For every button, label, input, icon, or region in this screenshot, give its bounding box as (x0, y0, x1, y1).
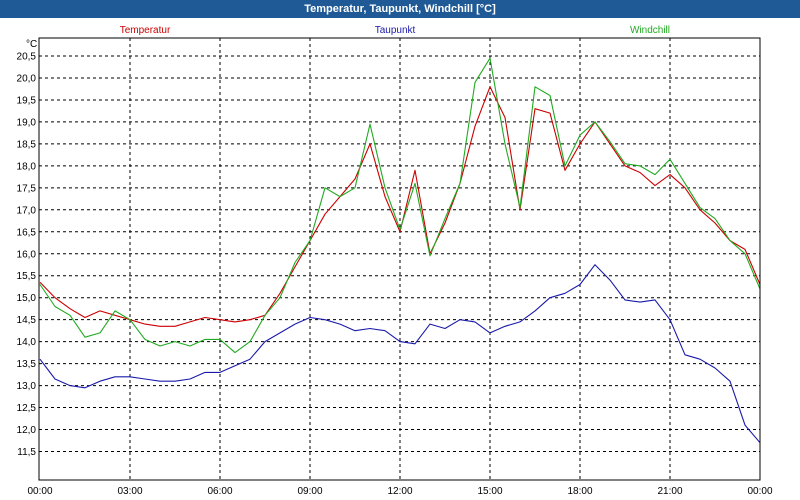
y-tick-label: 11,5 (17, 447, 36, 458)
x-tick-time: 21:00 (657, 486, 682, 497)
x-tick-time: 03:00 (117, 486, 142, 497)
x-tick-time: 09:00 (297, 486, 322, 497)
series-line-temperatur (39, 86, 761, 327)
y-tick-label: 15,0 (17, 293, 37, 304)
x-tick-time: 06:00 (207, 486, 232, 497)
y-tick-label: 16,0 (17, 249, 37, 260)
y-tick-label: 20,0 (17, 73, 37, 84)
y-tick-label: 19,0 (17, 117, 37, 128)
plot-frame (38, 37, 761, 481)
y-axis-ticks: 11,5 12,0 12,5 13,0 13,5 14,0 14,5 15,0 15,5 16,0… (17, 52, 37, 459)
x-tick-time: 18:00 (567, 486, 592, 497)
y-tick-label: 14,0 (17, 337, 37, 348)
legend: Temperatur Taupunkt Windchill (120, 25, 670, 36)
series-line-taupunkt (39, 264, 761, 444)
x-tick-time: 15:00 (477, 486, 502, 497)
y-tick-label: 18,0 (17, 161, 37, 172)
x-tick-time: 00:00 (27, 486, 52, 497)
y-tick-label: 17,5 (17, 183, 37, 194)
y-tick-label: 18,5 (17, 139, 37, 150)
window-title: Temperatur, Taupunkt, Windchill [°C] (0, 0, 800, 18)
y-tick-label: 16,5 (17, 227, 37, 238)
legend-entry-temperatur: Temperatur (120, 25, 171, 36)
y-tick-label: 14,5 (17, 315, 37, 326)
y-tick-label: 12,5 (17, 403, 37, 414)
y-tick-label: 20,5 (17, 52, 37, 63)
series-lines (39, 57, 761, 444)
y-tick-label: 13,5 (17, 359, 37, 370)
x-tick-time: 00:00 (747, 486, 772, 497)
y-axis-unit: °C (26, 39, 37, 50)
series-line-windchill (39, 57, 761, 354)
temperature-chart: 11,5 12,0 12,5 13,0 13,5 14,0 14,5 15,0 15,5 16,0… (17, 25, 780, 500)
y-tick-label: 12,0 (17, 425, 37, 436)
grid-lines (39, 38, 760, 480)
y-tick-label: 19,5 (17, 95, 37, 106)
y-tick-label: 13,0 (17, 381, 37, 392)
x-tick-time: 12:00 (387, 486, 412, 497)
y-tick-label: 17,0 (17, 205, 37, 216)
legend-entry-windchill: Windchill (630, 25, 670, 36)
x-axis-ticks: 00:0013.07.1903:0013.07.1906:0013.07.190… (21, 486, 780, 500)
legend-entry-taupunkt: Taupunkt (375, 25, 416, 36)
y-tick-label: 15,5 (17, 271, 37, 282)
